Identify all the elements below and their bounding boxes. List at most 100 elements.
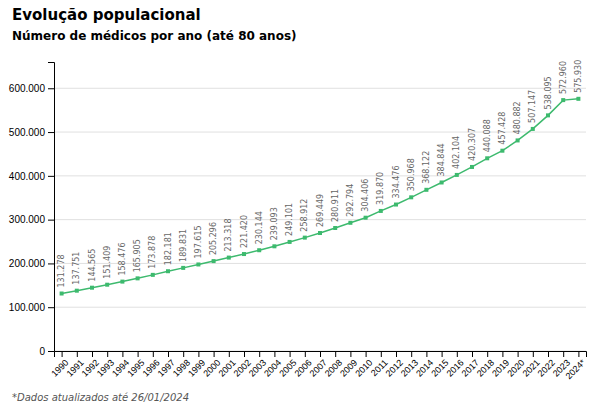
data-label: 538.095: [544, 76, 553, 109]
y-tick-mark: [48, 88, 54, 89]
marker: [440, 180, 444, 184]
x-tick-mark: [563, 351, 564, 357]
x-tick-mark: [290, 351, 291, 357]
y-tick-label: 200.000: [9, 258, 46, 269]
marker: [379, 209, 383, 213]
data-label: 334.476: [392, 165, 401, 198]
data-label: 158.476: [118, 243, 127, 276]
plot: 0 100.000 200.000 300.000 400.000 500.000 600.…: [9, 60, 588, 381]
data-label: 189.831: [179, 229, 188, 262]
marker: [181, 266, 185, 270]
marker: [272, 244, 276, 248]
marker: [531, 127, 535, 131]
x-tick-mark: [472, 351, 473, 357]
data-labels: 131.278137.751144.565151.409158.476165.9…: [57, 60, 583, 288]
x-tick-mark: [305, 351, 306, 357]
x-tick-mark: [198, 351, 199, 357]
data-label: 213.318: [224, 218, 233, 251]
x-axis-line: [55, 352, 587, 358]
x-tick-mark: [62, 351, 63, 357]
marker: [364, 216, 368, 220]
x-tick-label: 2024*: [564, 357, 588, 381]
marker: [166, 269, 170, 273]
x-tick-mark: [138, 351, 139, 357]
marker: [136, 276, 140, 280]
marker: [455, 173, 459, 177]
y-axis-line: [48, 63, 55, 352]
marker: [212, 259, 216, 263]
y-tick-mark: [48, 176, 54, 177]
data-label: 319.870: [376, 172, 385, 205]
data-label: 249.101: [285, 203, 294, 236]
marker: [303, 236, 307, 240]
marker: [227, 256, 231, 260]
x-tick-mark: [502, 351, 503, 357]
marker: [409, 195, 413, 199]
y-tick: 100.000: [9, 302, 54, 313]
data-label: 575.930: [574, 60, 583, 93]
x-tick-mark: [244, 351, 245, 357]
y-tick: 200.000: [9, 258, 54, 269]
data-label: 280.911: [331, 189, 340, 222]
marker: [348, 221, 352, 225]
grid-line: [54, 307, 586, 308]
data-label: 258.912: [300, 199, 309, 232]
marker: [424, 188, 428, 192]
x-tick-mark: [518, 351, 519, 357]
x-tick-mark: [153, 351, 154, 357]
y-tick: 600.000: [9, 83, 54, 94]
x-tick-mark: [320, 351, 321, 357]
data-label: 420.307: [468, 128, 477, 161]
data-label: 197.615: [194, 225, 203, 258]
marker: [576, 97, 580, 101]
y-tick: 400.000: [9, 171, 54, 182]
data-label: 221.420: [240, 215, 249, 248]
y-tick-label: 500.000: [9, 127, 46, 138]
x-tick-mark: [214, 351, 215, 357]
marker: [105, 283, 109, 287]
y-tick-label: 0: [39, 346, 45, 357]
y-tick-mark: [48, 307, 54, 308]
y-tick-label: 100.000: [9, 302, 46, 313]
x-tick-mark: [168, 351, 169, 357]
chart: Evolução populacionalNúmero de médicos p…: [0, 0, 602, 409]
data-label: 384.844: [437, 143, 446, 176]
data-label: 205.296: [209, 222, 218, 255]
data-label: 480.882: [513, 101, 522, 134]
x-tick-mark: [396, 351, 397, 357]
grid-line: [54, 175, 586, 176]
footnote: *Dados atualizados até 26/01/2024: [12, 392, 189, 403]
data-label: 269.449: [316, 194, 325, 227]
y-tick-label: 300.000: [9, 214, 46, 225]
data-label: 239.093: [270, 207, 279, 240]
x-tick-mark: [578, 351, 579, 357]
data-label: 368.122: [422, 151, 431, 184]
x-tick-mark: [548, 351, 549, 357]
marker: [151, 273, 155, 277]
x-tick-mark: [533, 351, 534, 357]
data-label: 350.968: [407, 158, 416, 191]
y-tick: 300.000: [9, 214, 54, 225]
title: Evolução populacional: [12, 6, 201, 24]
data-label: 440.088: [483, 119, 492, 152]
marker: [257, 248, 261, 252]
x-tick-mark: [335, 351, 336, 357]
x-tick: 2024*: [564, 351, 588, 381]
x-tick-mark: [350, 351, 351, 357]
grid-line: [54, 88, 586, 89]
marker: [500, 149, 504, 153]
y-tick-label: 600.000: [9, 83, 46, 94]
x-tick-mark: [77, 351, 78, 357]
data-label: 457.428: [498, 112, 507, 145]
x-tick-mark: [426, 351, 427, 357]
marker: [394, 203, 398, 207]
marker: [485, 156, 489, 160]
x-tick-mark: [259, 351, 260, 357]
marker: [288, 240, 292, 244]
y-tick-mark: [48, 351, 54, 352]
marker: [242, 252, 246, 256]
marker: [90, 286, 94, 290]
x-tick-mark: [274, 351, 275, 357]
data-label: 230.144: [255, 211, 264, 244]
marker: [120, 280, 124, 284]
